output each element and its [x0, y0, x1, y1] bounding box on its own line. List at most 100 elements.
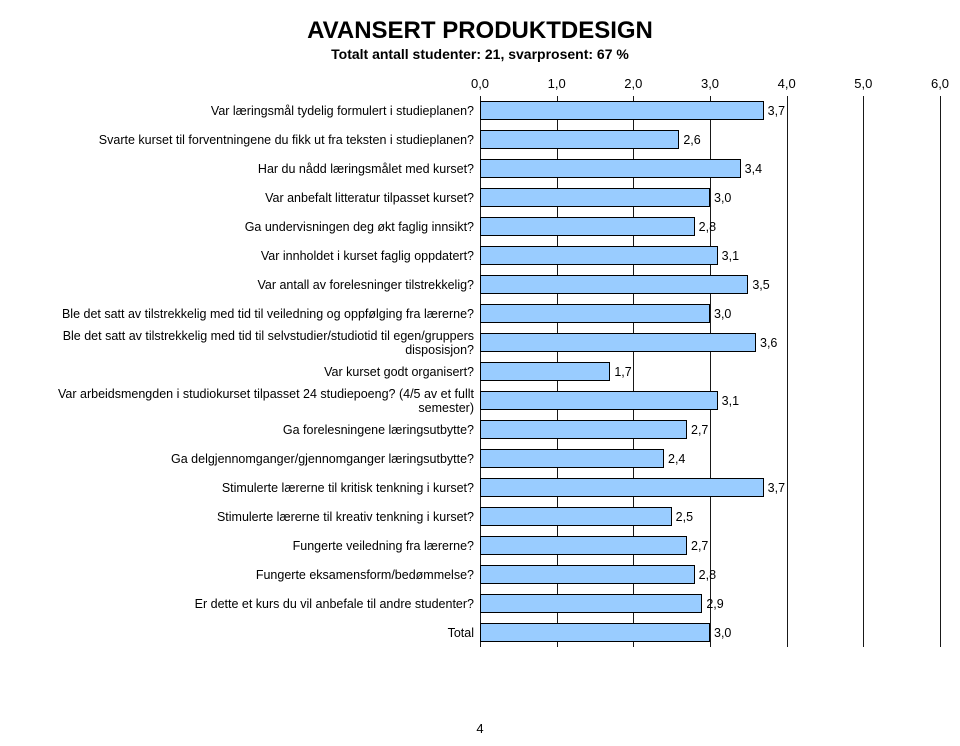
question-label: Svarte kurset til forventningene du fikk…: [20, 133, 480, 147]
bar: [480, 507, 672, 526]
bar-value: 2,8: [699, 220, 716, 234]
label-row: Ga delgjennomganger/gjennomganger læring…: [20, 444, 480, 473]
bar-value: 3,4: [745, 162, 762, 176]
bar: [480, 275, 748, 294]
bar-value: 2,9: [706, 597, 723, 611]
label-row: Stimulerte lærerne til kreativ tenkning …: [20, 502, 480, 531]
bar-value: 2,5: [676, 510, 693, 524]
bar-row: 2,6: [480, 125, 940, 154]
label-row: Var arbeidsmengden i studiokurset tilpas…: [20, 386, 480, 415]
bar-value: 2,7: [691, 539, 708, 553]
label-row: Var innholdet i kurset faglig oppdatert?: [20, 241, 480, 270]
question-label: Var anbefalt litteratur tilpasset kurset…: [20, 191, 480, 205]
label-row: Ga forelesningene læringsutbytte?: [20, 415, 480, 444]
bar-row: 3,0: [480, 183, 940, 212]
bar-row: 2,5: [480, 502, 940, 531]
chart-subtitle: Totalt antall studenter: 21, svarprosent…: [20, 46, 940, 62]
bar-value: 3,0: [714, 191, 731, 205]
bar: [480, 565, 695, 584]
bar: [480, 246, 718, 265]
x-axis-tick: 5,0: [854, 76, 872, 91]
bar-row: 2,4: [480, 444, 940, 473]
x-axis-tick: 0,0: [471, 76, 489, 91]
label-row: Er dette et kurs du vil anbefale til and…: [20, 589, 480, 618]
bar: [480, 594, 702, 613]
bar-value: 1,7: [614, 365, 631, 379]
bar-value: 3,5: [752, 278, 769, 292]
page: AVANSERT PRODUKTDESIGN Totalt antall stu…: [0, 0, 960, 746]
question-label: Var kurset godt organisert?: [20, 365, 480, 379]
bar: [480, 449, 664, 468]
bar-row: 3,6: [480, 328, 940, 357]
bar-row: 3,7: [480, 473, 940, 502]
bar: [480, 362, 610, 381]
label-row: Ble det satt av tilstrekkelig med tid ti…: [20, 328, 480, 357]
chart-title: AVANSERT PRODUKTDESIGN: [20, 18, 940, 44]
bar-value: 3,7: [768, 481, 785, 495]
gridline: [940, 96, 941, 647]
bar: [480, 304, 710, 323]
question-label: Ga forelesningene læringsutbytte?: [20, 423, 480, 437]
bar-value: 2,7: [691, 423, 708, 437]
bar-row: 3,4: [480, 154, 940, 183]
question-label: Er dette et kurs du vil anbefale til and…: [20, 597, 480, 611]
axis-spacer: [20, 76, 480, 96]
bar-row: 3,1: [480, 386, 940, 415]
bar-row: 3,0: [480, 299, 940, 328]
bar-row: 3,0: [480, 618, 940, 647]
label-row: Har du nådd læringsmålet med kurset?: [20, 154, 480, 183]
plot-column: 0,01,02,03,04,05,06,0 3,72,63,43,02,83,1…: [480, 76, 940, 647]
question-label: Var arbeidsmengden i studiokurset tilpas…: [20, 387, 480, 416]
bar: [480, 130, 679, 149]
chart: Var læringsmål tydelig formulert i studi…: [20, 76, 940, 647]
bar-value: 3,1: [722, 249, 739, 263]
bar: [480, 420, 687, 439]
question-label: Fungerte veiledning fra lærerne?: [20, 539, 480, 553]
label-row: Svarte kurset til forventningene du fikk…: [20, 125, 480, 154]
bar: [480, 159, 741, 178]
question-label: Ga delgjennomganger/gjennomganger læring…: [20, 452, 480, 466]
x-axis-tick: 2,0: [624, 76, 642, 91]
label-row: Stimulerte lærerne til kritisk tenkning …: [20, 473, 480, 502]
bar-value: 2,6: [683, 133, 700, 147]
plot-area: 3,7 2,6 3,4 3,0 2,8 3,1 3,5 3,0 3,6 1,7 3,1 2,7 2,4 3…: [480, 96, 940, 647]
bar: [480, 333, 756, 352]
question-label: Fungerte eksamensform/bedømmelse?: [20, 568, 480, 582]
question-label: Var innholdet i kurset faglig oppdatert?: [20, 249, 480, 263]
bar: [480, 391, 718, 410]
bar-value: 3,6: [760, 336, 777, 350]
bar-value: 2,4: [668, 452, 685, 466]
labels-column: Var læringsmål tydelig formulert i studi…: [20, 76, 480, 647]
bar-row: 3,5: [480, 270, 940, 299]
bar-row: 2,7: [480, 415, 940, 444]
bar-row: 1,7: [480, 357, 940, 386]
label-row: Ble det satt av tilstrekkelig med tid ti…: [20, 299, 480, 328]
x-axis-tick: 3,0: [701, 76, 719, 91]
bar-value: 2,8: [699, 568, 716, 582]
x-axis: 0,01,02,03,04,05,06,0: [480, 76, 940, 96]
bar: [480, 188, 710, 207]
label-row: Fungerte veiledning fra lærerne?: [20, 531, 480, 560]
bar: [480, 217, 695, 236]
bar-value: 3,0: [714, 626, 731, 640]
bar-value: 3,0: [714, 307, 731, 321]
x-axis-tick: 4,0: [778, 76, 796, 91]
question-label: Ga undervisningen deg økt faglig innsikt…: [20, 220, 480, 234]
bar: [480, 101, 764, 120]
bar-row: 3,7: [480, 96, 940, 125]
bar-row: 2,8: [480, 560, 940, 589]
page-number: 4: [0, 721, 960, 736]
label-row: Var anbefalt litteratur tilpasset kurset…: [20, 183, 480, 212]
bar-row: 2,9: [480, 589, 940, 618]
bar: [480, 623, 710, 642]
label-row: Var kurset godt organisert?: [20, 357, 480, 386]
bar: [480, 536, 687, 555]
bar-value: 3,7: [768, 104, 785, 118]
question-label: Har du nådd læringsmålet med kurset?: [20, 162, 480, 176]
question-label: Ble det satt av tilstrekkelig med tid ti…: [20, 329, 480, 358]
label-row: Var antall av forelesninger tilstrekkeli…: [20, 270, 480, 299]
question-label: Var læringsmål tydelig formulert i studi…: [20, 104, 480, 118]
bar: [480, 478, 764, 497]
label-row: Total: [20, 618, 480, 647]
question-label: Var antall av forelesninger tilstrekkeli…: [20, 278, 480, 292]
